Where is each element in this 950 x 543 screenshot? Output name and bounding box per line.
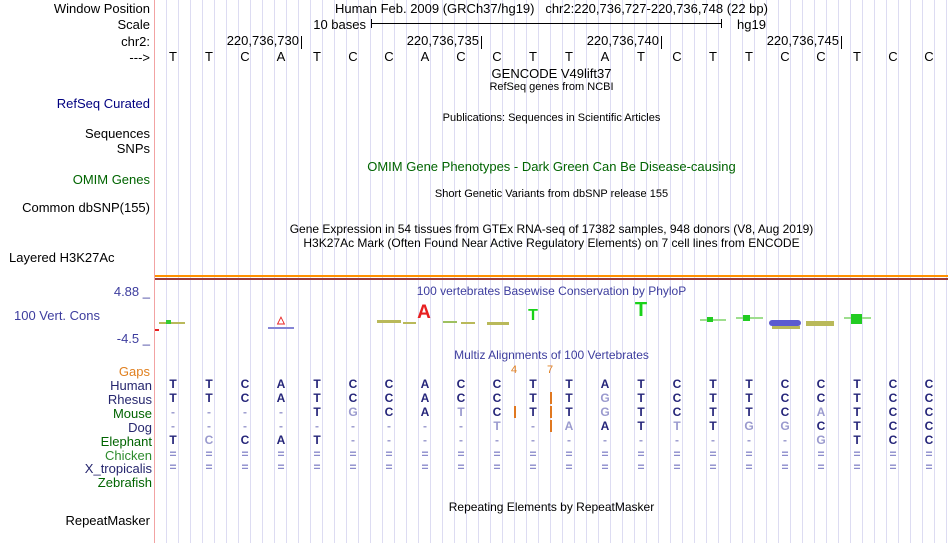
- species-label-zebrafish[interactable]: Zebrafish: [97, 475, 152, 490]
- window-position-title: Human Feb. 2009 (GRCh37/hg19) chr2:220,7…: [335, 1, 768, 16]
- scale-label: Scale: [117, 17, 150, 32]
- refseq-curated-label[interactable]: RefSeq Curated: [56, 96, 150, 111]
- gencode-track-title[interactable]: GENCODE V49lift37: [491, 66, 612, 81]
- coordinate-tick: [661, 36, 662, 49]
- sequence-base: T: [205, 49, 213, 64]
- coordinate-tick: [481, 36, 482, 49]
- conservation-min-value: -4.5 _: [116, 331, 150, 346]
- coordinate-label: 220,736,730: [226, 33, 299, 48]
- sequence-base: A: [276, 49, 286, 64]
- sequence-base: T: [313, 49, 321, 64]
- sequence-base: C: [924, 49, 934, 64]
- refseq-track-title[interactable]: RefSeq genes from NCBI: [489, 81, 614, 93]
- layered-h3k27ac-label[interactable]: Layered H3K27Ac: [9, 250, 115, 265]
- sequence-base: C: [780, 49, 790, 64]
- scale-ruler-left-tick: [371, 19, 372, 28]
- h3k27ac-baseline-orange: [155, 275, 948, 277]
- omim-track-title[interactable]: OMIM Gene Phenotypes - Dark Green Can Be…: [367, 159, 736, 174]
- gaps-row-label: Gaps: [118, 364, 150, 379]
- coordinate-label: 220,736,745: [766, 33, 839, 48]
- species-label-rhesus[interactable]: Rhesus: [107, 392, 152, 407]
- coordinate-tick: [301, 36, 302, 49]
- coordinate-label: 220,736,735: [406, 33, 479, 48]
- multiz-track-title[interactable]: Multiz Alignments of 100 Vertebrates: [454, 348, 649, 362]
- conservation-track-label[interactable]: 100 Vert. Cons: [14, 308, 100, 323]
- snps-label[interactable]: SNPs: [116, 141, 150, 156]
- species-label-mouse[interactable]: Mouse: [112, 406, 152, 421]
- sequence-base: A: [420, 49, 430, 64]
- repeatmasker-track-title[interactable]: Repeating Elements by RepeatMasker: [448, 500, 655, 514]
- sequence-base: C: [456, 49, 466, 64]
- chromosome-label: chr2:: [121, 34, 150, 49]
- strand-arrow-label: --->: [129, 50, 150, 65]
- sequence-base: T: [709, 49, 717, 64]
- species-label-x_tropicalis[interactable]: X_tropicalis: [84, 461, 152, 476]
- scale-ruler-line: [371, 23, 722, 24]
- sequence-base: T: [745, 49, 753, 64]
- omim-genes-label[interactable]: OMIM Genes: [72, 172, 150, 187]
- sequence-base: C: [672, 49, 682, 64]
- publications-track-title[interactable]: Publications: Sequences in Scientific Ar…: [442, 112, 661, 124]
- sequence-base: T: [853, 49, 861, 64]
- sequences-label[interactable]: Sequences: [84, 126, 150, 141]
- species-label-chicken[interactable]: Chicken: [105, 448, 152, 463]
- scale-ruler-right-tick: [721, 19, 722, 28]
- sequence-base: C: [348, 49, 358, 64]
- sequence-base: C: [240, 49, 250, 64]
- sequence-base: T: [565, 49, 573, 64]
- assembly-label: hg19: [737, 17, 766, 32]
- label-column-divider: [154, 0, 155, 543]
- sequence-base: T: [637, 49, 645, 64]
- scale-value: 10 bases: [313, 17, 366, 32]
- window-position-label: Window Position: [53, 1, 150, 16]
- species-label-elephant[interactable]: Elephant: [100, 434, 152, 449]
- sequence-base: A: [600, 49, 610, 64]
- coordinate-label: 220,736,740: [586, 33, 659, 48]
- h3k27ac-baseline-maroon: [155, 278, 948, 280]
- sequence-base: C: [816, 49, 826, 64]
- h3k27ac-track-title[interactable]: H3K27Ac Mark (Often Found Near Active Re…: [303, 236, 800, 250]
- sequence-base: C: [384, 49, 394, 64]
- repeatmasker-label[interactable]: RepeatMasker: [65, 513, 150, 528]
- sequence-base: T: [529, 49, 537, 64]
- base-position-gridlines: [155, 0, 948, 543]
- species-label-human[interactable]: Human: [110, 378, 152, 393]
- species-label-dog[interactable]: Dog: [128, 420, 152, 435]
- conservation-max-value: 4.88 _: [113, 284, 150, 299]
- sequence-base: C: [492, 49, 502, 64]
- common-dbsnp-label[interactable]: Common dbSNP(155): [22, 200, 150, 215]
- coordinate-tick: [841, 36, 842, 49]
- dbsnp-track-title[interactable]: Short Genetic Variants from dbSNP releas…: [434, 188, 669, 200]
- conservation-track-title[interactable]: 100 vertebrates Basewise Conservation by…: [416, 284, 687, 298]
- gtex-track-title[interactable]: Gene Expression in 54 tissues from GTEx …: [289, 222, 814, 236]
- coordinate-ruler: 220,736,730 220,736,735 220,736,740 220,736…: [0, 33, 950, 49]
- sequence-base: C: [888, 49, 898, 64]
- sequence-base: T: [169, 49, 177, 64]
